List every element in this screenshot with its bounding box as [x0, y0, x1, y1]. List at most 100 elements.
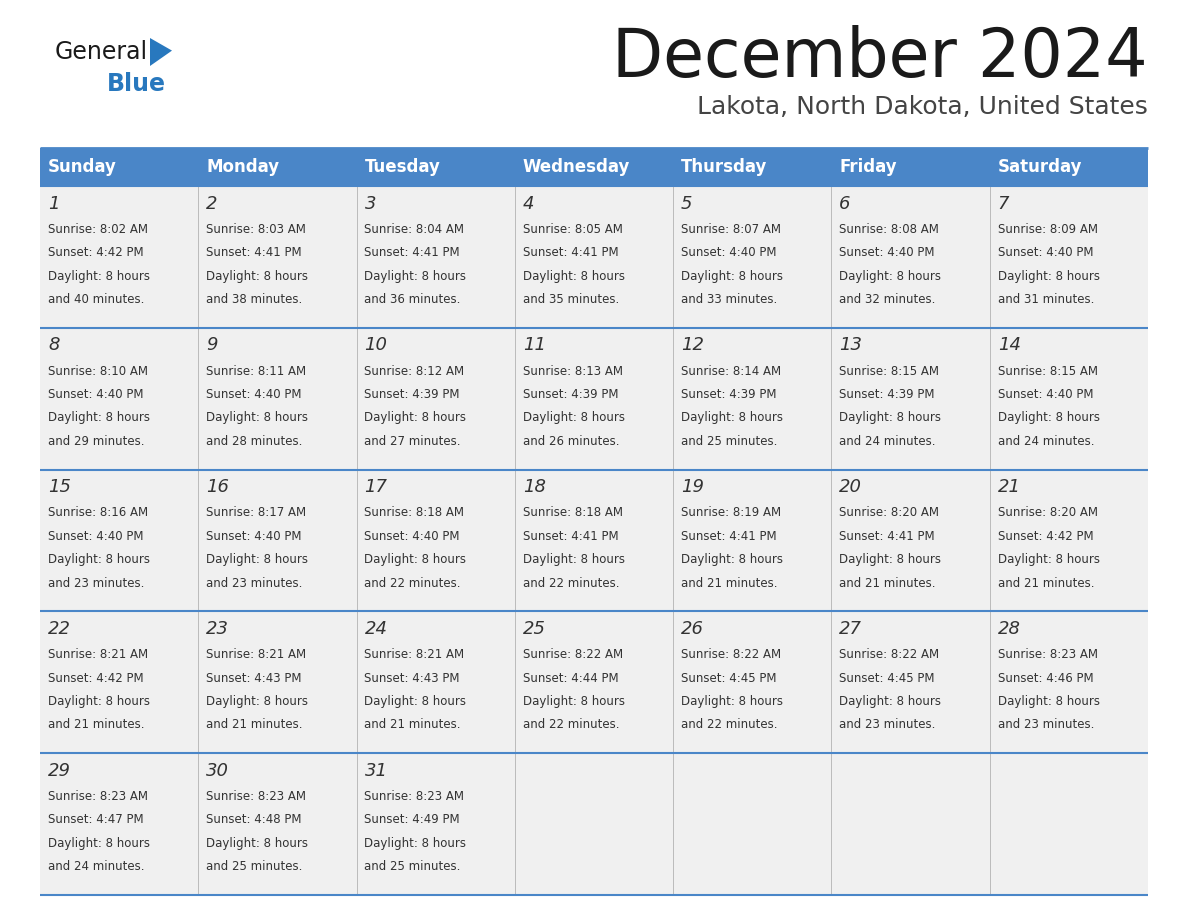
Bar	[990, 148, 1148, 186]
Text: Sunrise: 8:18 AM: Sunrise: 8:18 AM	[523, 507, 623, 520]
Text: Sunrise: 8:04 AM: Sunrise: 8:04 AM	[365, 223, 465, 236]
Text: Sunrise: 8:20 AM: Sunrise: 8:20 AM	[840, 507, 940, 520]
Text: 21: 21	[998, 478, 1020, 496]
Text: Daylight: 8 hours: Daylight: 8 hours	[523, 554, 625, 566]
Text: Daylight: 8 hours: Daylight: 8 hours	[998, 270, 1100, 283]
Text: Thursday: Thursday	[681, 158, 767, 176]
Text: Sunset: 4:40 PM: Sunset: 4:40 PM	[365, 530, 460, 543]
Text: Sunset: 4:40 PM: Sunset: 4:40 PM	[207, 388, 302, 401]
Text: Daylight: 8 hours: Daylight: 8 hours	[365, 411, 467, 424]
Text: Sunset: 4:39 PM: Sunset: 4:39 PM	[840, 388, 935, 401]
Bar	[990, 328, 1148, 470]
Text: Sunset: 4:45 PM: Sunset: 4:45 PM	[840, 672, 935, 685]
Text: Sunset: 4:40 PM: Sunset: 4:40 PM	[48, 388, 144, 401]
Text: Sunset: 4:41 PM: Sunset: 4:41 PM	[840, 530, 935, 543]
Bar	[990, 186, 1148, 328]
Text: Sunrise: 8:21 AM: Sunrise: 8:21 AM	[365, 648, 465, 661]
Bar	[198, 186, 356, 328]
Text: Daylight: 8 hours: Daylight: 8 hours	[207, 695, 308, 708]
Bar	[832, 186, 990, 328]
Text: Daylight: 8 hours: Daylight: 8 hours	[48, 554, 150, 566]
Bar	[40, 611, 198, 753]
Bar	[198, 148, 356, 186]
Text: Sunset: 4:44 PM: Sunset: 4:44 PM	[523, 672, 619, 685]
Polygon shape	[150, 38, 172, 66]
Text: 17: 17	[365, 478, 387, 496]
Bar	[514, 328, 674, 470]
Bar	[674, 186, 832, 328]
Text: 27: 27	[840, 620, 862, 638]
Text: Sunset: 4:42 PM: Sunset: 4:42 PM	[998, 530, 1093, 543]
Bar	[990, 753, 1148, 895]
Text: 6: 6	[840, 195, 851, 212]
Text: Sunrise: 8:21 AM: Sunrise: 8:21 AM	[48, 648, 148, 661]
Text: Sunrise: 8:12 AM: Sunrise: 8:12 AM	[365, 364, 465, 377]
Bar	[356, 328, 514, 470]
Text: 25: 25	[523, 620, 545, 638]
Text: Sunrise: 8:23 AM: Sunrise: 8:23 AM	[207, 790, 307, 803]
Text: 19: 19	[681, 478, 704, 496]
Text: and 21 minutes.: and 21 minutes.	[207, 719, 303, 732]
Bar	[832, 470, 990, 611]
Text: Sunrise: 8:02 AM: Sunrise: 8:02 AM	[48, 223, 148, 236]
Text: Daylight: 8 hours: Daylight: 8 hours	[681, 695, 783, 708]
Text: Sunset: 4:46 PM: Sunset: 4:46 PM	[998, 672, 1093, 685]
Text: and 28 minutes.: and 28 minutes.	[207, 435, 303, 448]
Bar	[674, 470, 832, 611]
Bar	[40, 148, 198, 186]
Text: Sunset: 4:40 PM: Sunset: 4:40 PM	[681, 246, 777, 259]
Text: Daylight: 8 hours: Daylight: 8 hours	[48, 411, 150, 424]
Text: 14: 14	[998, 336, 1020, 354]
Bar	[990, 611, 1148, 753]
Text: Wednesday: Wednesday	[523, 158, 630, 176]
Text: Sunrise: 8:11 AM: Sunrise: 8:11 AM	[207, 364, 307, 377]
Text: Daylight: 8 hours: Daylight: 8 hours	[840, 411, 941, 424]
Bar	[832, 328, 990, 470]
Text: 8: 8	[48, 336, 59, 354]
Text: Friday: Friday	[840, 158, 897, 176]
Text: Sunset: 4:41 PM: Sunset: 4:41 PM	[523, 530, 619, 543]
Bar	[832, 611, 990, 753]
Text: and 40 minutes.: and 40 minutes.	[48, 293, 144, 306]
Bar	[40, 328, 198, 470]
Text: Sunset: 4:40 PM: Sunset: 4:40 PM	[207, 530, 302, 543]
Text: and 21 minutes.: and 21 minutes.	[365, 719, 461, 732]
Text: Sunset: 4:39 PM: Sunset: 4:39 PM	[681, 388, 777, 401]
Text: Sunset: 4:40 PM: Sunset: 4:40 PM	[998, 246, 1093, 259]
Text: Sunrise: 8:08 AM: Sunrise: 8:08 AM	[840, 223, 940, 236]
Text: and 23 minutes.: and 23 minutes.	[840, 719, 936, 732]
Text: and 22 minutes.: and 22 minutes.	[365, 577, 461, 589]
Text: Sunset: 4:49 PM: Sunset: 4:49 PM	[365, 813, 460, 826]
Text: Sunrise: 8:23 AM: Sunrise: 8:23 AM	[48, 790, 148, 803]
Text: and 22 minutes.: and 22 minutes.	[681, 719, 778, 732]
Text: 9: 9	[207, 336, 217, 354]
Bar	[832, 753, 990, 895]
Bar	[674, 328, 832, 470]
Text: Sunset: 4:40 PM: Sunset: 4:40 PM	[840, 246, 935, 259]
Text: and 21 minutes.: and 21 minutes.	[840, 577, 936, 589]
Bar	[514, 186, 674, 328]
Bar	[356, 753, 514, 895]
Text: Sunrise: 8:13 AM: Sunrise: 8:13 AM	[523, 364, 623, 377]
Text: Sunrise: 8:21 AM: Sunrise: 8:21 AM	[207, 648, 307, 661]
Text: Sunrise: 8:20 AM: Sunrise: 8:20 AM	[998, 507, 1098, 520]
Text: 7: 7	[998, 195, 1009, 212]
Text: and 22 minutes.: and 22 minutes.	[523, 577, 619, 589]
Text: Sunset: 4:41 PM: Sunset: 4:41 PM	[681, 530, 777, 543]
Text: Sunset: 4:39 PM: Sunset: 4:39 PM	[523, 388, 618, 401]
Text: and 26 minutes.: and 26 minutes.	[523, 435, 619, 448]
Text: and 25 minutes.: and 25 minutes.	[207, 860, 303, 873]
Text: Sunrise: 8:15 AM: Sunrise: 8:15 AM	[998, 364, 1098, 377]
Text: and 32 minutes.: and 32 minutes.	[840, 293, 936, 306]
Text: Sunrise: 8:19 AM: Sunrise: 8:19 AM	[681, 507, 782, 520]
Text: Daylight: 8 hours: Daylight: 8 hours	[48, 270, 150, 283]
Text: Sunrise: 8:22 AM: Sunrise: 8:22 AM	[840, 648, 940, 661]
Text: Sunset: 4:43 PM: Sunset: 4:43 PM	[365, 672, 460, 685]
Text: 5: 5	[681, 195, 693, 212]
Text: Sunrise: 8:14 AM: Sunrise: 8:14 AM	[681, 364, 782, 377]
Text: and 23 minutes.: and 23 minutes.	[998, 719, 1094, 732]
Text: Sunset: 4:41 PM: Sunset: 4:41 PM	[207, 246, 302, 259]
Text: Daylight: 8 hours: Daylight: 8 hours	[681, 411, 783, 424]
Text: 24: 24	[365, 620, 387, 638]
Text: Daylight: 8 hours: Daylight: 8 hours	[681, 270, 783, 283]
